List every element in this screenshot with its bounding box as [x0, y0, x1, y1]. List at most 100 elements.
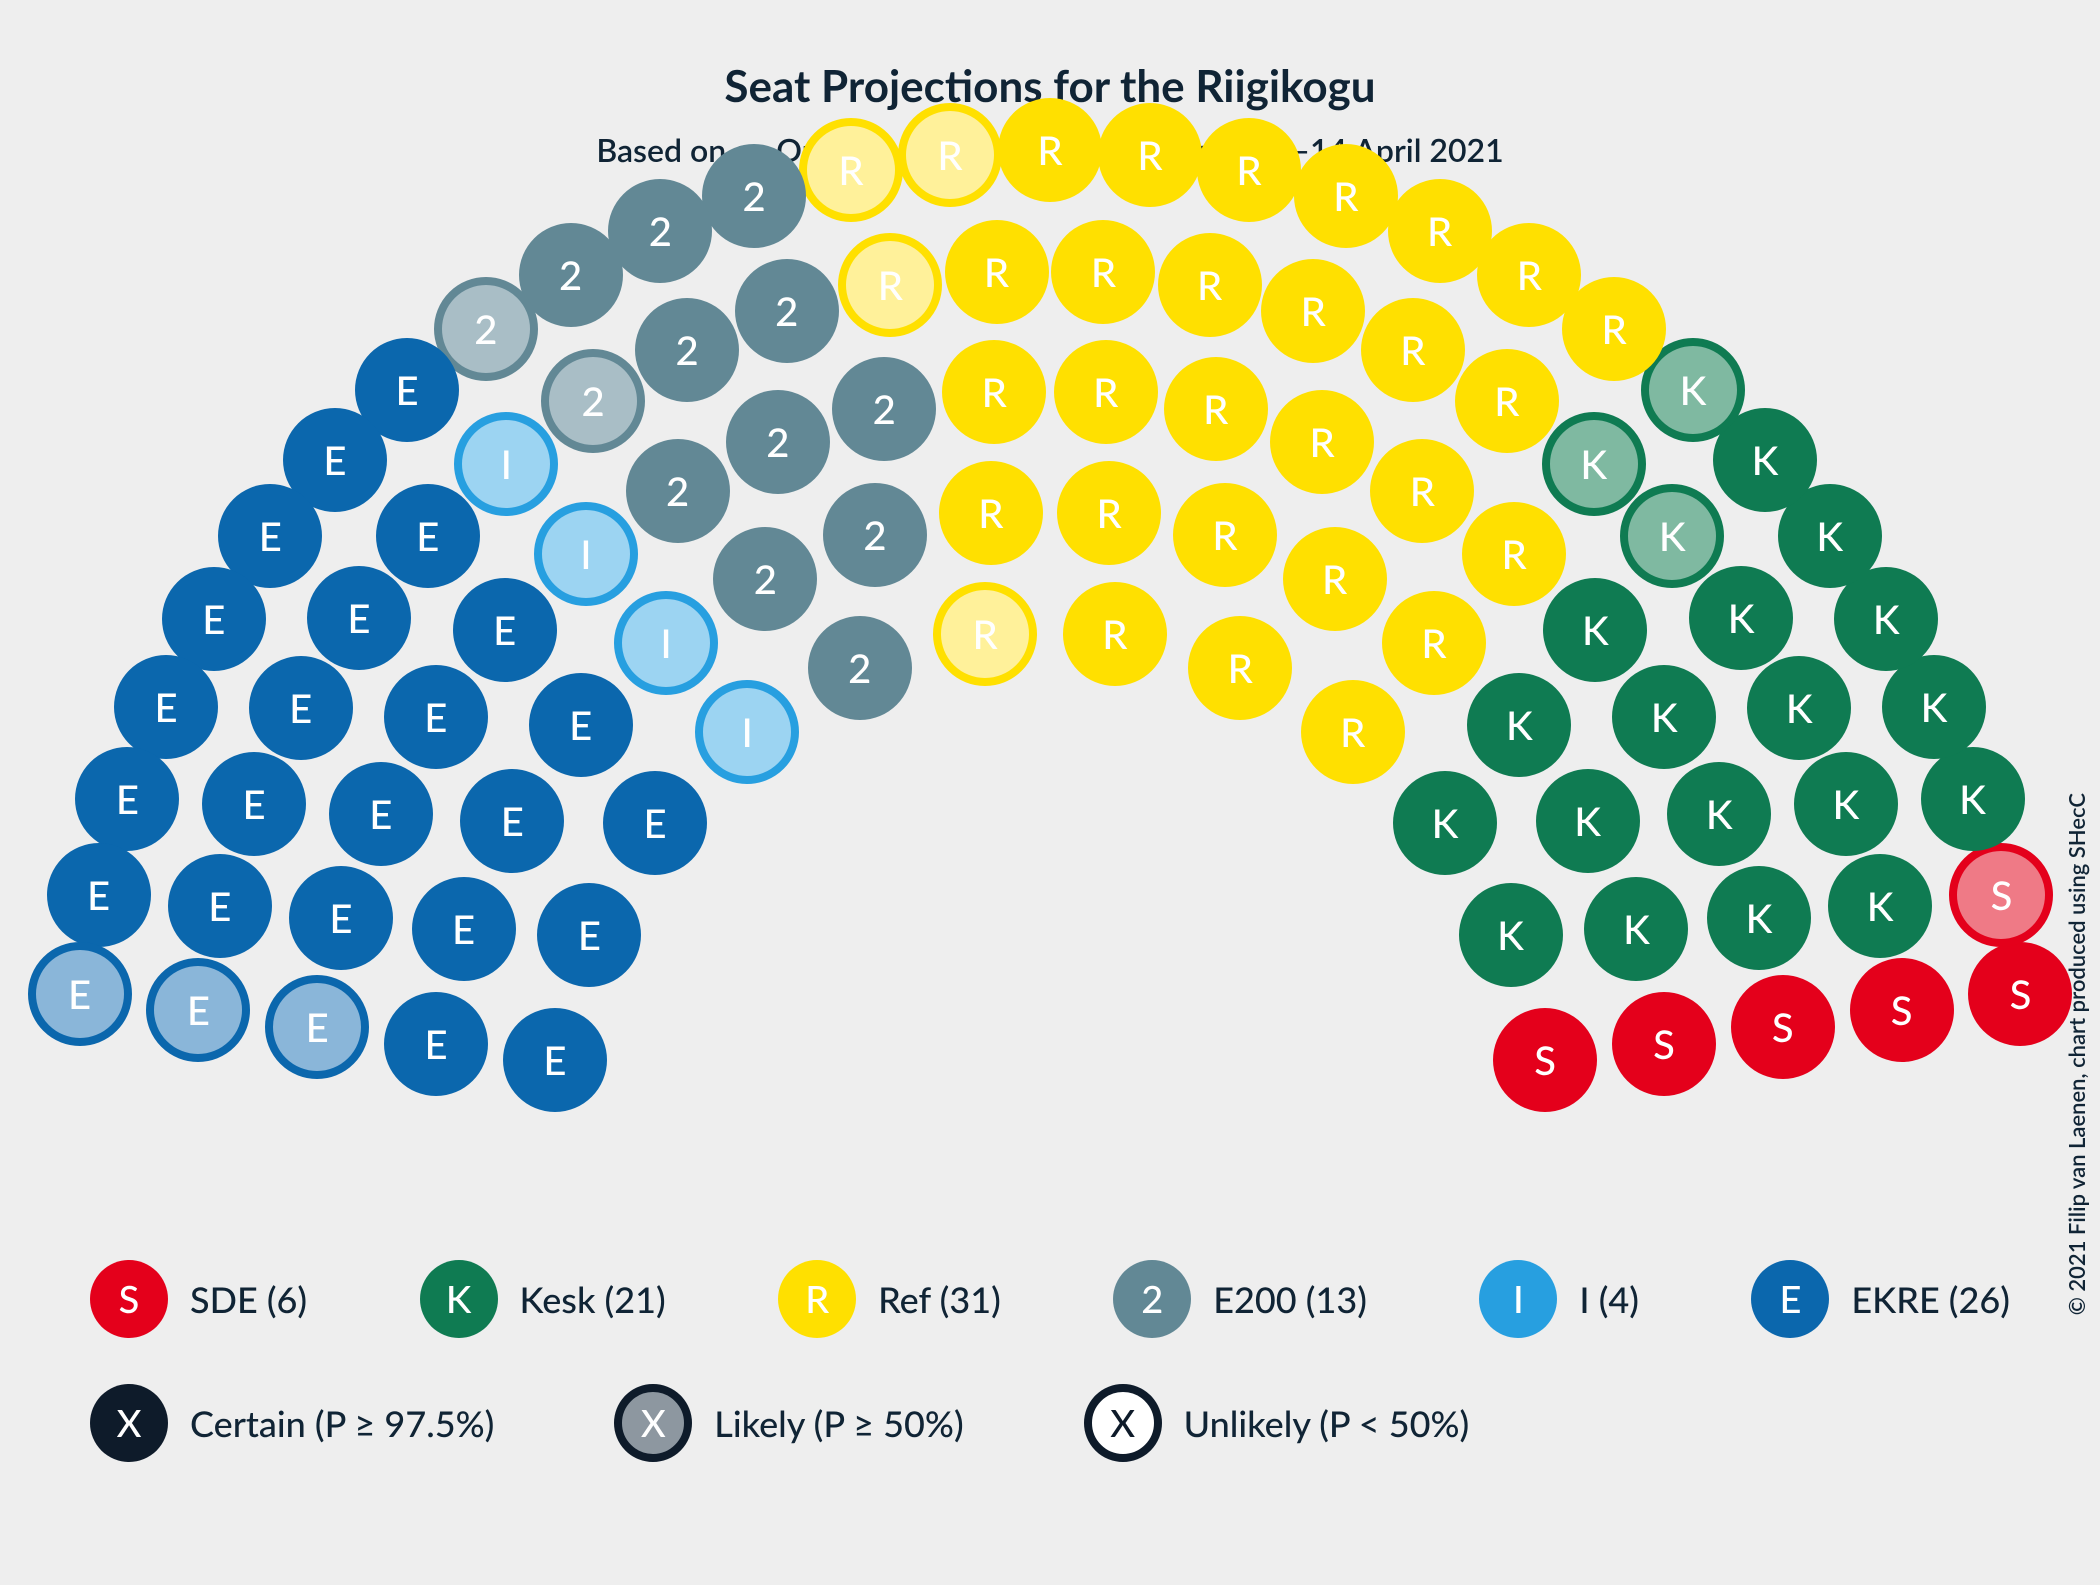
seat-ekre: E: [249, 656, 353, 760]
legend-label-likely: Likely (P ≥ 50%): [714, 1401, 963, 1445]
seat-sde: S: [1968, 942, 2072, 1046]
seat-ref: R: [1462, 502, 1566, 606]
legend-label-ekre: EKRE (26): [1851, 1277, 2010, 1321]
legend-item-sde: SSDE (6): [90, 1260, 307, 1338]
seat-ref: R: [1261, 259, 1365, 363]
legend-swatch-unlikely: X: [1084, 1384, 1162, 1462]
seat-ref: R: [1054, 340, 1158, 444]
chart-credit: © 2021 Filip van Laenen, chart produced …: [2063, 793, 2090, 1315]
seat-ekre: E: [376, 484, 480, 588]
seat-e200: 2: [608, 179, 712, 283]
seat-e200: 2: [823, 483, 927, 587]
seat-ref: R: [898, 103, 1002, 207]
seat-ekre: E: [460, 769, 564, 873]
seat-ref: R: [1057, 461, 1161, 565]
legend-label-certain: Certain (P ≥ 97.5%): [190, 1401, 494, 1445]
seat-ekre: E: [265, 975, 369, 1079]
seat-sde: S: [1612, 992, 1716, 1096]
seat-kesk: K: [1921, 747, 2025, 851]
seat-i: I: [614, 591, 718, 695]
legend-item-certain: XCertain (P ≥ 97.5%): [90, 1384, 494, 1462]
seat-ekre: E: [503, 1008, 607, 1112]
seat-ref: R: [1388, 179, 1492, 283]
seat-ref: R: [1283, 527, 1387, 631]
seat-ref: R: [1270, 390, 1374, 494]
seat-ekre: E: [453, 578, 557, 682]
legend-item-unlikely: X Unlikely (P < 50%): [1084, 1384, 1470, 1462]
seat-ekre: E: [289, 866, 393, 970]
legend-label-unlikely: Unlikely (P < 50%): [1184, 1401, 1470, 1445]
seat-ref: R: [1173, 483, 1277, 587]
legend-label-sde: SDE (6): [190, 1277, 307, 1321]
seat-ref: R: [998, 98, 1102, 202]
legend-parties: SSDE (6)KKesk (21)RRef (31)2E200 (13)II …: [90, 1260, 2010, 1338]
seat-kesk: K: [1620, 484, 1724, 588]
seat-ekre: E: [168, 854, 272, 958]
legend-label-ref: Ref (31): [878, 1277, 1001, 1321]
legend-swatch-e200: 2: [1113, 1260, 1191, 1338]
seat-sde: S: [1493, 1008, 1597, 1112]
legend-certainty: XCertain (P ≥ 97.5%) X Likely (P ≥ 50%) X Un…: [90, 1384, 2010, 1462]
seat-ekre: E: [28, 942, 132, 1046]
seat-ref: R: [1098, 103, 1202, 207]
seat-e200: 2: [635, 298, 739, 402]
seat-e200: 2: [832, 357, 936, 461]
seat-ref: R: [1197, 118, 1301, 222]
seat-ekre: E: [329, 762, 433, 866]
seat-kesk: K: [1536, 769, 1640, 873]
legend-swatch-kesk: K: [420, 1260, 498, 1338]
legend-swatch-ekre: E: [1751, 1260, 1829, 1338]
seat-kesk: K: [1667, 762, 1771, 866]
seat-kesk: K: [1612, 665, 1716, 769]
seat-ref: R: [799, 118, 903, 222]
seat-e200: 2: [626, 439, 730, 543]
seat-ekre: E: [384, 665, 488, 769]
seat-kesk: K: [1393, 771, 1497, 875]
seat-i: I: [534, 502, 638, 606]
seat-e200: 2: [702, 144, 806, 248]
seat-sde: S: [1949, 843, 2053, 947]
seat-ekre: E: [603, 771, 707, 875]
seat-ref: R: [1477, 223, 1581, 327]
legend-item-kesk: K Kesk (21): [420, 1260, 666, 1338]
seat-e200: 2: [713, 527, 817, 631]
seat-ref: R: [933, 582, 1037, 686]
seat-i: I: [454, 412, 558, 516]
seat-ref: R: [1051, 220, 1155, 324]
seat-e200: 2: [735, 259, 839, 363]
seat-ekre: E: [412, 877, 516, 981]
seat-ref: R: [1158, 233, 1262, 337]
chart-stage: Seat Projections for the Riigikogu Based…: [0, 0, 2100, 1585]
seat-kesk: K: [1794, 752, 1898, 856]
legend-label-i: I (4): [1579, 1277, 1639, 1321]
seat-ref: R: [1382, 591, 1486, 695]
seat-ekre: E: [307, 566, 411, 670]
seat-ref: R: [838, 233, 942, 337]
seat-ref: R: [1188, 616, 1292, 720]
seat-ekre: E: [202, 752, 306, 856]
seat-i: I: [695, 680, 799, 784]
legend-item-likely: X Likely (P ≥ 50%): [614, 1384, 963, 1462]
seat-ekre: E: [384, 992, 488, 1096]
seat-kesk: K: [1707, 866, 1811, 970]
legend-swatch-likely: X: [614, 1384, 692, 1462]
seat-kesk: K: [1467, 673, 1571, 777]
seat-ref: R: [1164, 357, 1268, 461]
seat-kesk: K: [1584, 877, 1688, 981]
seat-kesk: K: [1882, 655, 1986, 759]
legend-label-e200: E200 (13): [1213, 1277, 1367, 1321]
seat-ref: R: [1301, 680, 1405, 784]
seat-ref: R: [1063, 582, 1167, 686]
seat-ref: R: [1455, 349, 1559, 453]
seat-kesk: K: [1542, 412, 1646, 516]
seat-kesk: K: [1828, 854, 1932, 958]
seat-sde: S: [1850, 958, 1954, 1062]
seat-ekre: E: [75, 747, 179, 851]
seat-ref: R: [1294, 144, 1398, 248]
seat-e200: 2: [808, 616, 912, 720]
seat-ekre: E: [146, 958, 250, 1062]
legend-label-kesk: Kesk (21): [520, 1277, 666, 1321]
seat-ekre: E: [537, 883, 641, 987]
seat-ref: R: [1361, 298, 1465, 402]
seat-kesk: K: [1459, 883, 1563, 987]
